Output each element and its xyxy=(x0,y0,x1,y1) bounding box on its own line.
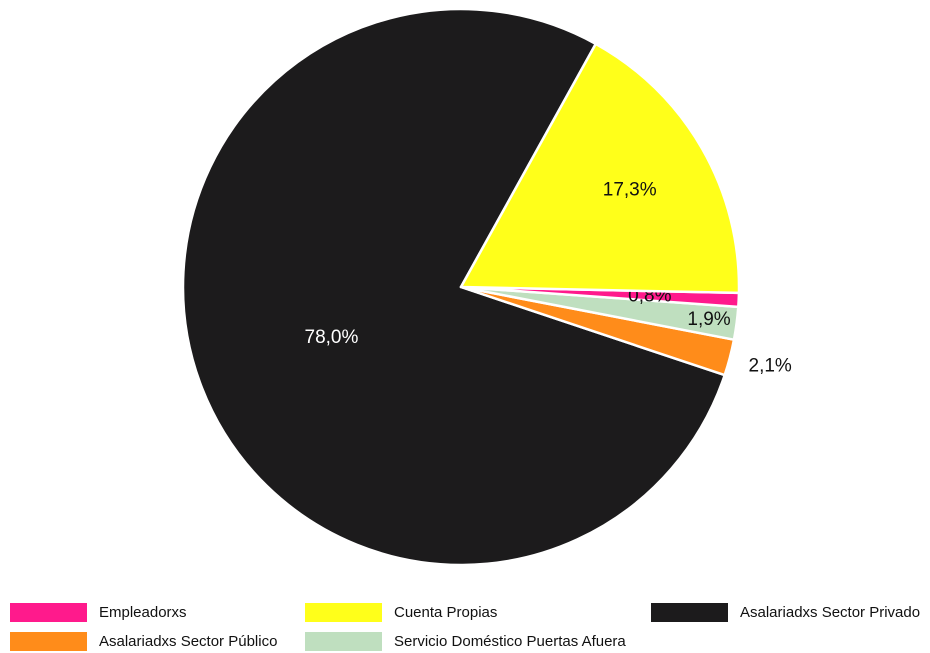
legend-swatch-empleadorxs xyxy=(10,602,87,622)
pie-label-cuenta-propias: 17,3% xyxy=(603,180,657,201)
legend-label-asalariadxs-sector-privado: Asalariadxs Sector Privado xyxy=(740,603,921,621)
legend-item-asalariadxs-sector-publico: Asalariadxs Sector Público xyxy=(10,630,277,652)
legend-item-servicio-domestico: Servicio Doméstico Puertas Afuera xyxy=(305,630,626,652)
legend-item-cuenta-propias: Cuenta Propias xyxy=(305,601,497,623)
chart-legend: Empleadorxs Asalariadxs Sector Público C… xyxy=(0,600,930,653)
legend-label-asalariadxs-sector-publico: Asalariadxs Sector Público xyxy=(99,632,278,650)
legend-swatch-asalariadxs-sector-publico xyxy=(10,631,87,651)
legend-label-cuenta-propias: Cuenta Propias xyxy=(394,603,498,621)
legend-swatch-servicio-domestico xyxy=(305,631,382,651)
pie-label-asalariadxs-sector-publico: 2,1% xyxy=(749,356,792,377)
pie-label-asalariadxs-sector-privado: 78,0% xyxy=(305,327,359,348)
legend-item-empleadorxs: Empleadorxs xyxy=(10,601,187,623)
pie-slice-cuenta-propias xyxy=(459,42,741,295)
legend-label-servicio-domestico: Servicio Doméstico Puertas Afuera xyxy=(394,632,626,650)
pie-label-servicio-domestico-puertas-afuera: 1,9% xyxy=(687,309,730,330)
legend-label-empleadorxs: Empleadorxs xyxy=(99,603,187,621)
pie-chart: 78,0%2,1%1,9%0,8%17,3% xyxy=(181,7,792,567)
pie-slice-asalariadxs-sector-privado xyxy=(181,7,726,567)
legend-item-asalariadxs-sector-privado: Asalariadxs Sector Privado xyxy=(651,601,920,623)
legend-swatch-asalariadxs-sector-privado xyxy=(651,602,728,622)
legend-swatch-cuenta-propias xyxy=(305,602,382,622)
